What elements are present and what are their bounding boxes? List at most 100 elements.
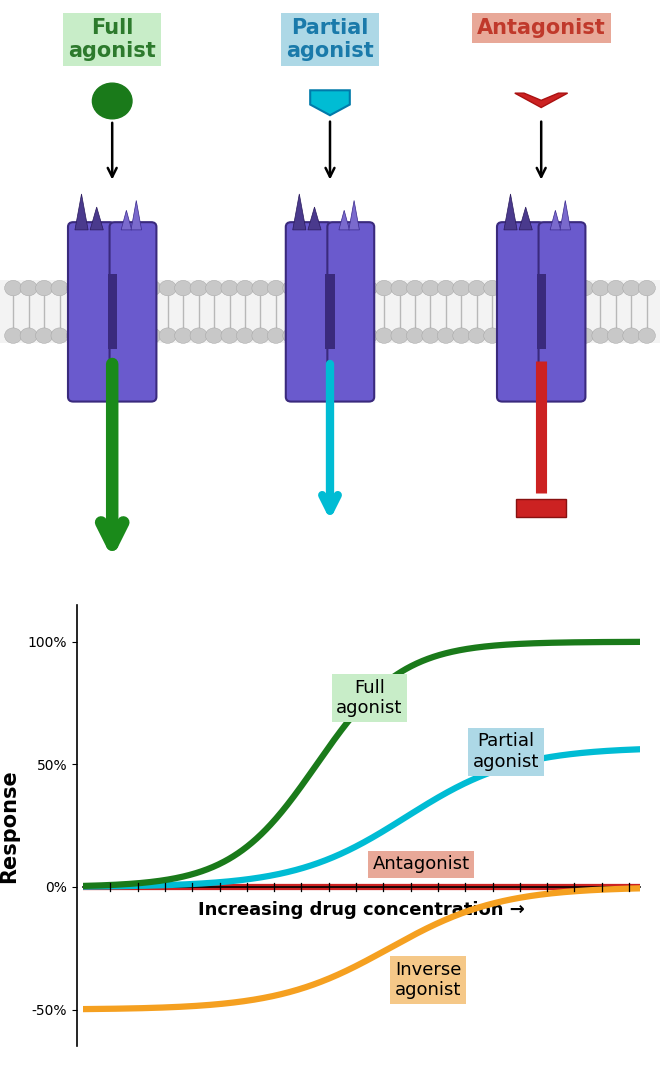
Circle shape (576, 328, 593, 343)
Circle shape (376, 328, 393, 343)
Circle shape (453, 328, 470, 343)
Circle shape (144, 280, 161, 295)
Circle shape (205, 280, 222, 295)
Circle shape (298, 280, 315, 295)
Circle shape (190, 328, 207, 343)
Text: Full
agonist: Full agonist (69, 17, 156, 61)
Circle shape (144, 328, 161, 343)
Circle shape (607, 328, 624, 343)
Circle shape (484, 328, 501, 343)
Bar (108, 275, 117, 349)
Polygon shape (348, 201, 359, 230)
Circle shape (546, 328, 563, 343)
FancyBboxPatch shape (286, 222, 333, 401)
Circle shape (128, 328, 145, 343)
Circle shape (282, 280, 300, 295)
Polygon shape (339, 210, 350, 230)
Circle shape (5, 280, 22, 295)
Circle shape (638, 328, 655, 343)
Text: Full
agonist: Full agonist (336, 678, 403, 717)
Circle shape (530, 280, 547, 295)
Circle shape (236, 328, 253, 343)
Circle shape (546, 280, 563, 295)
Circle shape (499, 328, 516, 343)
Circle shape (329, 328, 346, 343)
Circle shape (407, 280, 424, 295)
Circle shape (468, 328, 485, 343)
Circle shape (623, 280, 640, 295)
Circle shape (360, 328, 378, 343)
Circle shape (82, 280, 99, 295)
Circle shape (252, 328, 269, 343)
Circle shape (515, 328, 532, 343)
Polygon shape (515, 93, 568, 108)
Circle shape (97, 328, 114, 343)
Circle shape (267, 280, 284, 295)
Polygon shape (504, 194, 517, 230)
Circle shape (175, 328, 192, 343)
Circle shape (376, 280, 393, 295)
Circle shape (282, 328, 300, 343)
Circle shape (345, 280, 362, 295)
Circle shape (252, 280, 269, 295)
Text: Antagonist: Antagonist (477, 17, 606, 38)
Circle shape (468, 280, 485, 295)
Circle shape (36, 328, 53, 343)
Circle shape (36, 280, 53, 295)
Polygon shape (550, 210, 560, 230)
FancyBboxPatch shape (327, 222, 374, 401)
Circle shape (592, 280, 609, 295)
Y-axis label: Response: Response (0, 768, 19, 883)
Circle shape (576, 280, 593, 295)
Circle shape (236, 280, 253, 295)
Text: Partial
agonist: Partial agonist (286, 17, 374, 61)
Polygon shape (90, 207, 104, 230)
Circle shape (623, 328, 640, 343)
Circle shape (561, 280, 578, 295)
Circle shape (128, 280, 145, 295)
Polygon shape (310, 90, 350, 116)
Circle shape (51, 328, 68, 343)
Circle shape (438, 280, 455, 295)
Circle shape (360, 280, 378, 295)
Polygon shape (292, 194, 306, 230)
Circle shape (51, 280, 68, 295)
Polygon shape (75, 194, 88, 230)
Text: Inverse
agonist: Inverse agonist (395, 960, 461, 1000)
Circle shape (159, 280, 176, 295)
Circle shape (561, 328, 578, 343)
Circle shape (592, 328, 609, 343)
Circle shape (638, 280, 655, 295)
Circle shape (391, 328, 408, 343)
Circle shape (422, 328, 439, 343)
Polygon shape (131, 201, 142, 230)
Circle shape (221, 328, 238, 343)
Circle shape (314, 328, 331, 343)
Bar (325, 275, 335, 349)
Text: Antagonist: Antagonist (372, 855, 470, 873)
FancyBboxPatch shape (539, 222, 585, 401)
Circle shape (20, 328, 37, 343)
Circle shape (20, 280, 37, 295)
Circle shape (97, 280, 114, 295)
Circle shape (438, 328, 455, 343)
Circle shape (607, 280, 624, 295)
Circle shape (422, 280, 439, 295)
Polygon shape (121, 210, 132, 230)
X-axis label: Increasing drug concentration →: Increasing drug concentration → (198, 900, 525, 919)
Circle shape (92, 83, 132, 119)
Circle shape (391, 280, 408, 295)
Circle shape (5, 328, 22, 343)
Bar (0, 280, 660, 343)
FancyBboxPatch shape (68, 222, 115, 401)
Circle shape (159, 328, 176, 343)
Circle shape (221, 280, 238, 295)
Circle shape (453, 280, 470, 295)
Polygon shape (560, 201, 570, 230)
FancyBboxPatch shape (497, 222, 544, 401)
Text: Partial
agonist: Partial agonist (473, 732, 539, 772)
Circle shape (67, 328, 84, 343)
Circle shape (113, 280, 130, 295)
FancyBboxPatch shape (110, 222, 156, 401)
Bar (516, 499, 566, 517)
